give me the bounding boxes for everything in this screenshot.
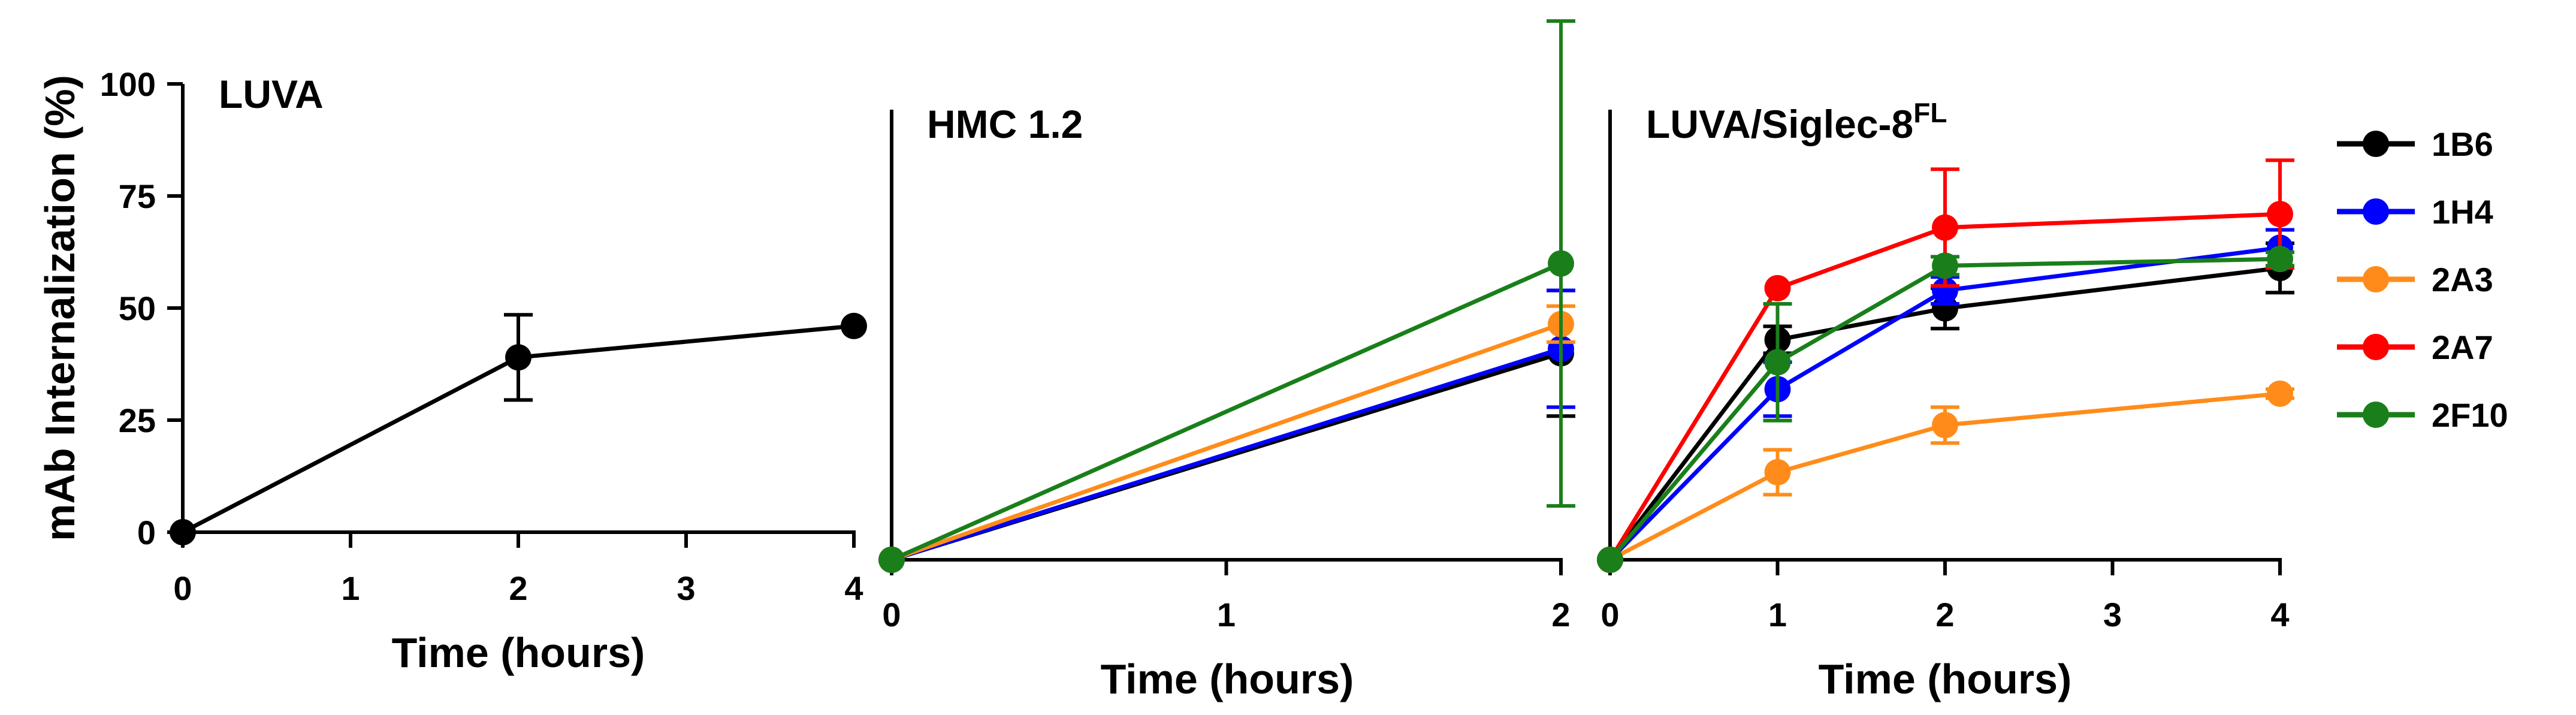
data-point [1932, 214, 1958, 241]
data-point [1932, 412, 1958, 439]
series-1h4 [878, 288, 1575, 573]
legend-label-2f10: 2F10 [2432, 396, 2508, 434]
chart-panel-3: 0 1 2 3 4 Time (hours) LUVA/Siglec-8FL [1597, 97, 2294, 702]
y-tick-label: 25 [119, 402, 156, 439]
series-line [890, 261, 1562, 562]
chart-panel-2: 0 1 2 Time (hours) HMC 1.2 [878, 19, 1575, 702]
series-line [1608, 245, 2281, 562]
x-tick-label: 3 [2103, 596, 2122, 633]
legend-label-1b6: 1B6 [2432, 125, 2493, 163]
data-point [1764, 274, 1791, 301]
x-tick-label: 2 [1935, 596, 1954, 633]
data-point [1932, 252, 1958, 279]
x-tick-label: 0 [173, 569, 192, 607]
y-tick-label: 100 [100, 65, 156, 103]
data-point [841, 312, 867, 339]
legend-item-2a7: 2A7 [2337, 328, 2493, 366]
data-point [2267, 380, 2293, 407]
data-point [1764, 349, 1791, 376]
x-tick-label: 0 [1600, 596, 1619, 633]
series-line [1608, 257, 2281, 562]
y-tick-label: 0 [137, 514, 156, 551]
x-tick-label: 2 [1551, 596, 1570, 633]
series-line [890, 346, 1562, 562]
x-tick-label: 1 [1768, 596, 1787, 633]
x-tick-label: 0 [882, 596, 901, 633]
panel-title: HMC 1.2 [927, 102, 1083, 146]
x-tick-label: 4 [2270, 596, 2289, 633]
series-line [890, 322, 1562, 562]
data-point [1548, 250, 1574, 277]
x-axis-title: Time (hours) [1819, 656, 2072, 702]
data-point [505, 344, 531, 371]
x-tick-label: 2 [509, 569, 527, 607]
series-line [1608, 212, 2281, 561]
data-point [1764, 458, 1791, 485]
panel-title: LUVA/Siglec-8FL [1646, 97, 1947, 146]
data-point [2267, 201, 2293, 228]
data-point [878, 547, 905, 573]
legend-item-1h4: 1H4 [2337, 193, 2493, 231]
x-tick-label: 1 [341, 569, 360, 607]
legend-label-2a7: 2A7 [2432, 328, 2493, 366]
x-tick-label: 1 [1217, 596, 1236, 633]
x-axis-title: Time (hours) [392, 629, 645, 676]
chart-panel-1: 0 1 2 3 4 0 25 50 75 100 mAb Internalization (%) Ti… [37, 65, 867, 676]
series-line [1609, 391, 2281, 562]
x-tick-label: 4 [844, 569, 863, 607]
legend-label-2a3: 2A3 [2432, 261, 2493, 298]
series-2f10 [878, 19, 1575, 573]
series-line [1608, 266, 2281, 562]
y-axis-title: mAb Internalization (%) [37, 75, 83, 541]
legend-item-2a3: 2A3 [2337, 261, 2493, 298]
legend-item-1b6: 1B6 [2337, 125, 2493, 163]
y-tick-label: 50 [119, 289, 156, 327]
y-tick-label: 75 [119, 177, 156, 215]
panel-title: LUVA [219, 72, 324, 116]
legend: 1B6 1H4 2A3 2A7 2F10 [2337, 125, 2508, 434]
x-tick-label: 3 [677, 569, 695, 607]
legend-label-1h4: 1H4 [2432, 193, 2493, 231]
data-point [1597, 547, 1623, 573]
legend-item-2f10: 2F10 [2337, 396, 2508, 434]
data-point [170, 519, 196, 545]
series-series-1 [170, 312, 867, 545]
data-point [2267, 246, 2293, 273]
x-axis-title: Time (hours) [1101, 656, 1354, 702]
series-2f10 [1597, 246, 2294, 573]
data-point [1932, 277, 1958, 304]
